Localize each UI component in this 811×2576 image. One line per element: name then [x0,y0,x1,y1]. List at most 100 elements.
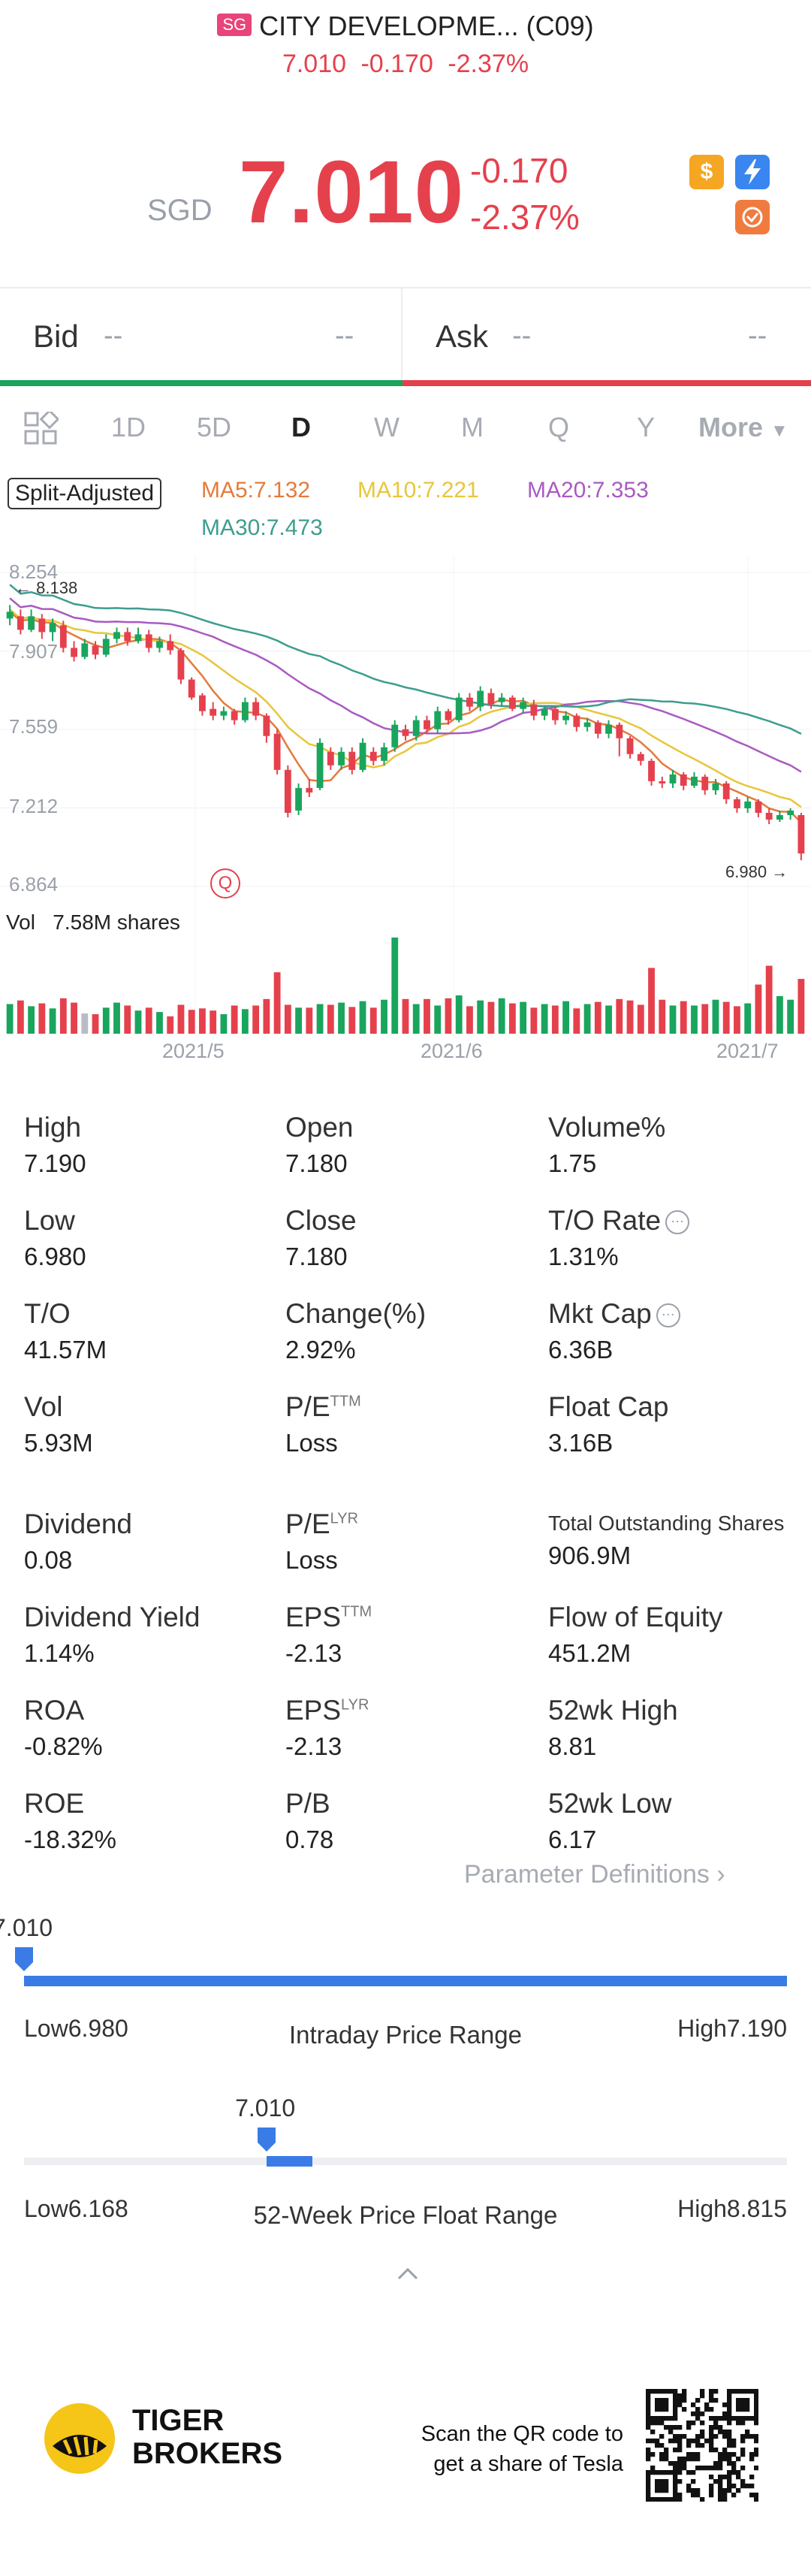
candle [199,695,206,711]
tab-5d[interactable]: 5D [197,412,232,442]
stat-label-eps-ttm: EPSTTM [285,1602,372,1633]
qr-module [700,2430,705,2435]
more-info-icon[interactable]: ⋯ [665,1210,690,1235]
qr-module [713,2461,719,2466]
qr-module [718,2425,723,2430]
earnings-event-marker[interactable]: Q [210,868,240,898]
qr-module [713,2425,719,2430]
parameter-definitions-link[interactable]: Parameter Definitions › [464,1860,725,1889]
qr-module [646,2457,651,2462]
candle [17,616,24,630]
candle [787,810,794,815]
tab-d[interactable]: D [291,412,311,442]
qr-module [745,2430,750,2435]
stat-label-to-rate-text: T/O Rate [548,1205,662,1236]
stat-label-total-outstanding-shares: Total Outstanding Shares [548,1511,785,1535]
more-info-icon[interactable]: ⋯ [656,1303,680,1328]
min-price-marker: 6.980 → [725,862,788,881]
qr-module [727,2439,732,2444]
qr-code [646,2389,758,2502]
qr-module [646,2493,651,2498]
volume-bar [797,979,805,1034]
swap-icon[interactable] [735,200,770,234]
qr-module [713,2434,719,2439]
qr-module [673,2402,678,2408]
qr-module [650,2389,656,2394]
range-fill [24,1976,787,1986]
qr-module [718,2493,723,2498]
volume-bar [477,1000,484,1034]
qr-module [754,2411,758,2417]
qr-module [668,2416,674,2421]
qr-module [695,2493,701,2498]
qr-module [646,2425,651,2430]
dollar-icon[interactable]: $ [689,155,724,189]
location-pin-icon [258,2128,276,2152]
qr-module [664,2457,669,2462]
qr-module [731,2470,737,2475]
price-chart[interactable] [0,556,811,1037]
qr-module [718,2466,723,2471]
stat-label-change-pct: Change(%) [285,1298,427,1329]
layout-grid-icon[interactable] [24,409,60,448]
qr-module [731,2452,737,2457]
qr-module [673,2448,678,2453]
qr-module [745,2398,750,2403]
range-track [24,2158,787,2165]
qr-module [682,2407,687,2412]
max-price-marker: ← 8.138 [15,578,78,597]
candle [722,783,730,799]
tab-w[interactable]: W [374,412,399,442]
qr-module [722,2434,728,2439]
qr-module [655,2407,660,2412]
candle [755,801,762,813]
candle [776,814,783,820]
volume-bar [626,1000,634,1034]
candle [338,751,345,766]
volume-bar [680,1001,687,1034]
range-high: High7.190 [677,2015,787,2043]
volume-bar [102,1007,110,1034]
qr-module [740,2420,746,2426]
qr-module [691,2420,696,2426]
lightning-icon[interactable] [735,155,770,189]
chevron-up-icon[interactable] [396,2266,419,2285]
candle [38,618,46,633]
qr-module [668,2461,674,2466]
qr-module [686,2457,692,2462]
qr-module [664,2484,669,2489]
volume-bar [231,1005,238,1034]
stock-title: SG CITY DEVELOPME... (C09) [0,11,811,42]
qr-module [646,2448,651,2453]
tab-m[interactable]: M [461,412,484,442]
qr-module [695,2434,701,2439]
volume-bar [776,995,783,1034]
qr-module [718,2475,723,2480]
range-low-label: Low [24,2015,68,2042]
tab-y[interactable]: Y [637,412,656,442]
qr-module [709,2407,714,2412]
bidask-divider [401,288,402,382]
tab-more[interactable]: More ▼ [698,412,788,443]
y-tick-label: 8.254 [9,560,59,583]
candle [28,616,35,630]
qr-module [722,2457,728,2462]
candle [381,747,387,761]
qr-module [646,2411,651,2417]
qr-module [677,2398,683,2403]
max-price-value: 8.138 [36,578,78,597]
tab-q[interactable]: Q [548,412,570,442]
qr-module [646,2389,651,2394]
candle [188,679,195,698]
qr-module [700,2420,705,2426]
split-adjusted-toggle[interactable]: Split-Adjusted [8,478,162,509]
stat-value-eps-lyr: -2.13 [285,1732,342,1760]
stat-value-roa: -0.82% [24,1732,103,1760]
stat-label-52wk-low: 52wk Low [548,1788,672,1819]
qr-module [718,2479,723,2484]
qr-module [673,2411,678,2417]
qr-module [682,2398,687,2403]
tab-1d[interactable]: 1D [111,412,146,442]
qr-module [713,2479,719,2484]
qr-module [655,2420,660,2426]
